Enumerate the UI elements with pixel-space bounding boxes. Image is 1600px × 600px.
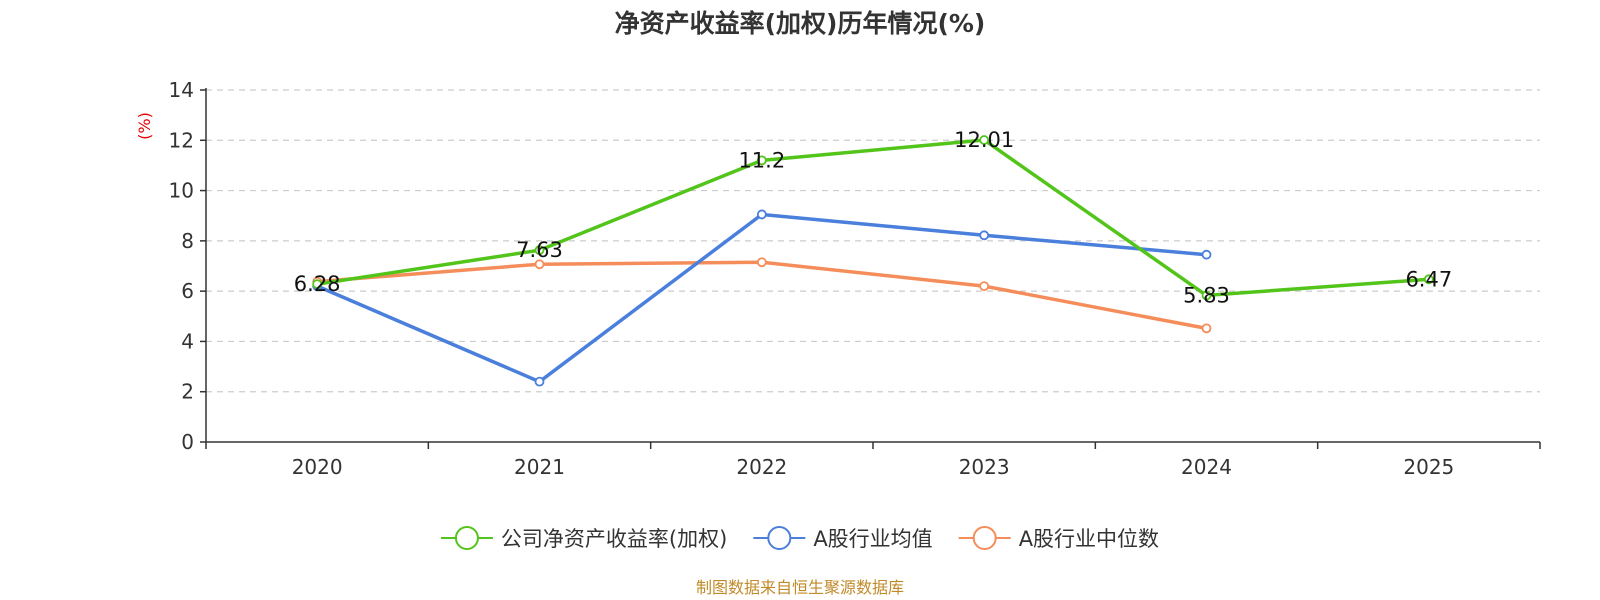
data-labels: 6.28 7.63 11.2 12.01 5.83 6.47 xyxy=(294,128,1452,307)
x-tick-label: 2023 xyxy=(959,455,1010,479)
data-point xyxy=(756,209,767,220)
x-tick-label: 2022 xyxy=(736,455,787,479)
data-point xyxy=(534,259,545,270)
y-tick-label: 14 xyxy=(169,78,194,102)
x-tick-label: 2025 xyxy=(1403,455,1454,479)
x-tick-label: 2021 xyxy=(514,455,565,479)
data-point xyxy=(756,257,767,268)
grid-lines xyxy=(206,89,1540,393)
data-point xyxy=(312,279,323,290)
series-line xyxy=(316,212,1207,384)
source-note: 制图数据来自恒生聚源数据库 xyxy=(696,578,904,597)
y-axis-label: (%) xyxy=(135,112,154,140)
legend-item[interactable]: A股行业中位数 xyxy=(958,526,1159,551)
axes: 0 2 4 6 8 10 12 14 2020 2021 2022 2023 2024 2025 xyxy=(169,78,1541,479)
data-point xyxy=(1201,290,1212,301)
data-label: 6.47 xyxy=(1405,267,1452,291)
chart-title: 净资产收益率(加权)历年情况(%) xyxy=(615,9,986,38)
y-tick-label: 6 xyxy=(181,279,194,303)
data-point xyxy=(756,155,767,166)
data-label: 6.28 xyxy=(294,272,341,296)
y-tick-label: 0 xyxy=(181,430,194,454)
legend-item[interactable]: 公司净资产收益率(加权) xyxy=(440,526,727,551)
legend-marker-icon xyxy=(972,526,997,550)
series-line xyxy=(317,260,1207,331)
y-tick-label: 10 xyxy=(169,179,194,203)
data-label: 12.01 xyxy=(954,128,1014,152)
data-point xyxy=(534,245,545,256)
data-label: 11.2 xyxy=(738,148,785,172)
data-point xyxy=(979,230,990,241)
data-label: 7.63 xyxy=(516,238,563,262)
series-lines xyxy=(312,135,1434,387)
data-point xyxy=(1201,249,1212,260)
legend-label: A股行业均值 xyxy=(813,527,932,551)
legend-item[interactable]: A股行业均值 xyxy=(753,526,933,551)
series-line xyxy=(316,138,1429,298)
y-tick-label: 8 xyxy=(181,229,194,253)
y-tick-label: 2 xyxy=(181,380,194,404)
legend-marker-icon xyxy=(454,526,479,550)
data-point xyxy=(534,376,545,387)
legend-marker-icon xyxy=(767,526,792,550)
x-tick-label: 2024 xyxy=(1181,455,1232,479)
y-tick-label: 4 xyxy=(181,329,194,353)
data-point xyxy=(979,281,990,292)
y-tick-label: 12 xyxy=(169,128,194,152)
data-point xyxy=(1423,274,1434,285)
legend-label: A股行业中位数 xyxy=(1019,527,1159,551)
x-tick-label: 2020 xyxy=(292,455,343,479)
legend-label: 公司净资产收益率(加权) xyxy=(501,527,727,551)
data-label: 5.83 xyxy=(1183,283,1230,307)
data-point xyxy=(1201,323,1212,334)
legend[interactable]: 公司净资产收益率(加权) A股行业均值 A股行业中位数 xyxy=(440,526,1159,551)
data-point xyxy=(979,135,990,145)
